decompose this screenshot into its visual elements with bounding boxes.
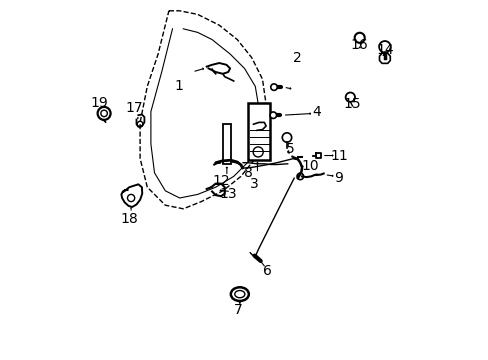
Circle shape [269,112,276,118]
Text: 17: 17 [125,101,142,115]
Text: 15: 15 [343,97,361,111]
Text: 8: 8 [243,166,252,180]
Text: 7: 7 [234,303,242,317]
Text: 1: 1 [174,80,183,93]
Text: 13: 13 [219,188,237,201]
Text: 16: 16 [350,38,368,52]
Text: 3: 3 [249,177,258,190]
Text: 10: 10 [301,159,319,173]
Bar [247,103,270,160]
Text: 18: 18 [120,212,138,225]
Text: 12: 12 [212,174,229,188]
Text: 2: 2 [293,51,302,64]
Bar [223,124,230,164]
Text: 4: 4 [311,105,320,118]
Text: 19: 19 [90,96,108,109]
Text: 9: 9 [334,171,343,185]
Text: 14: 14 [375,43,393,57]
Text: 11: 11 [329,149,347,162]
Text: 5: 5 [285,143,294,156]
Circle shape [270,84,277,90]
Text: 6: 6 [263,264,272,278]
